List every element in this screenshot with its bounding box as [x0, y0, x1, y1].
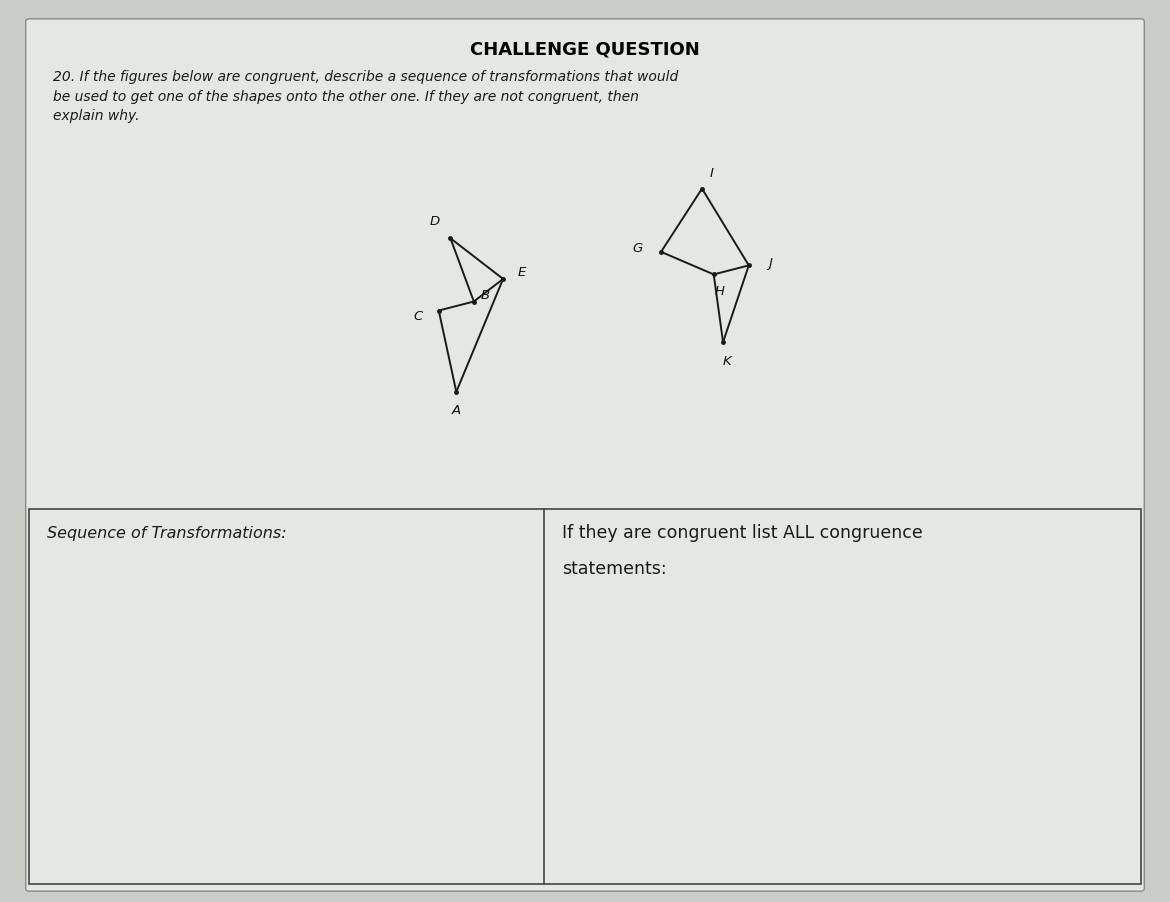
Text: H: H — [715, 285, 724, 298]
Text: statements:: statements: — [562, 559, 666, 577]
Text: Sequence of Transformations:: Sequence of Transformations: — [47, 526, 287, 541]
Text: If they are congruent list ALL congruence: If they are congruent list ALL congruenc… — [562, 523, 922, 541]
Text: B: B — [481, 289, 490, 301]
Text: A: A — [452, 404, 461, 417]
Text: 20. If the figures below are congruent, describe a sequence of transformations t: 20. If the figures below are congruent, … — [53, 69, 677, 84]
Text: J: J — [768, 257, 772, 270]
Text: C: C — [413, 309, 422, 322]
Text: D: D — [431, 215, 440, 227]
Bar — [29, 510, 1141, 884]
Text: G: G — [633, 242, 642, 254]
Text: E: E — [517, 266, 526, 279]
Text: K: K — [722, 354, 731, 367]
Text: explain why.: explain why. — [53, 108, 139, 123]
Text: CHALLENGE QUESTION: CHALLENGE QUESTION — [470, 41, 700, 59]
Text: be used to get one of the shapes onto the other one. If they are not congruent, : be used to get one of the shapes onto th… — [53, 89, 639, 104]
FancyBboxPatch shape — [26, 20, 1144, 891]
Text: I: I — [709, 167, 714, 179]
